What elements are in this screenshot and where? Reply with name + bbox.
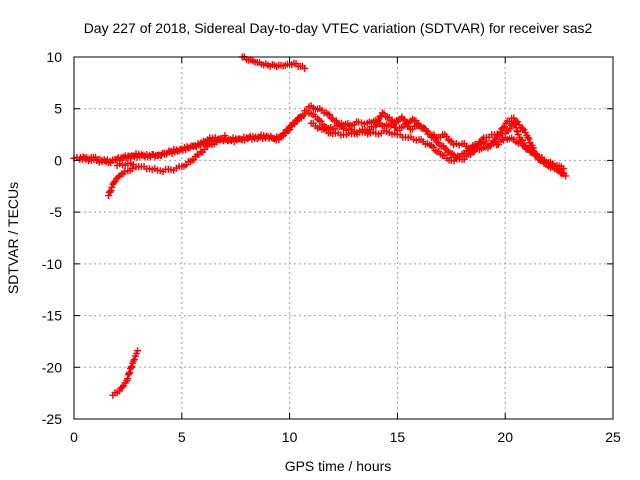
data-point [562, 172, 570, 180]
data-point [433, 138, 441, 146]
data-point [529, 144, 537, 152]
x-tick-label: 10 [282, 429, 298, 445]
plot-frame [73, 56, 614, 420]
data-point [477, 139, 485, 147]
data-point [514, 118, 522, 126]
y-tick-label: 5 [54, 101, 62, 117]
data-point [507, 121, 515, 129]
data-point [126, 368, 134, 376]
chart-title: Day 227 of 2018, Sidereal Day-to-day VTE… [84, 20, 593, 36]
y-tick-label: -10 [42, 256, 62, 272]
data-point [518, 124, 526, 132]
data-point [492, 135, 500, 143]
grid [73, 56, 614, 420]
data-point [324, 110, 332, 118]
data-point [124, 375, 132, 383]
data-point [107, 187, 115, 195]
data-point [134, 347, 142, 355]
series-s7 [301, 107, 567, 173]
data-point [284, 126, 292, 134]
data-point [388, 117, 396, 125]
data-point [532, 150, 540, 158]
data-point [118, 383, 126, 391]
data-point [221, 132, 229, 140]
data-layer [70, 53, 570, 399]
data-point [286, 125, 294, 133]
data-point [499, 124, 507, 132]
x-tick-label: 20 [497, 429, 513, 445]
y-axis-label: SDTVAR / TECUs [5, 182, 21, 294]
data-point [469, 148, 477, 156]
data-point [110, 179, 118, 187]
y-tick-label: -20 [42, 359, 62, 375]
series-s9 [307, 117, 570, 180]
series-s4 [104, 165, 136, 200]
y-tick-label: -25 [42, 411, 62, 427]
data-point [301, 64, 309, 72]
data-point [472, 144, 480, 152]
x-tick-label: 5 [178, 429, 186, 445]
data-point [399, 115, 407, 123]
data-point [525, 135, 533, 143]
data-point [446, 137, 454, 145]
data-point [500, 123, 508, 131]
data-point [514, 131, 522, 139]
data-point [106, 188, 114, 196]
data-point [506, 125, 514, 133]
y-tick-label: -15 [42, 308, 62, 324]
data-point [125, 369, 133, 377]
series-s5 [109, 347, 142, 399]
y-tick-label: 10 [46, 49, 62, 65]
data-point [121, 168, 129, 176]
y-tick-label: -5 [50, 204, 63, 220]
data-point [128, 362, 136, 370]
data-point [490, 137, 498, 145]
x-tick-label: 25 [605, 429, 621, 445]
data-point [444, 136, 452, 144]
data-point [114, 173, 122, 181]
data-point [374, 119, 382, 127]
data-point [128, 165, 136, 173]
data-point [520, 139, 528, 147]
series-s3 [113, 132, 229, 176]
data-point [325, 111, 333, 119]
series-s6 [238, 53, 309, 72]
data-point [475, 140, 483, 148]
data-point [108, 183, 116, 191]
data-point [104, 192, 112, 200]
y-tick-label: 0 [54, 152, 62, 168]
data-point [524, 133, 532, 141]
x-axis-label: GPS time / hours [285, 458, 392, 474]
x-tick-label: 0 [70, 429, 78, 445]
data-point [127, 363, 135, 371]
axis-ticks: 0 5 10 15 20 25 -25 -20 -15 -10 -5 0 5 10 [42, 49, 621, 445]
data-point [373, 120, 381, 128]
data-point [443, 132, 451, 140]
data-point [315, 116, 323, 124]
data-point [130, 355, 138, 363]
series-s2 [76, 110, 309, 166]
x-tick-label: 15 [390, 429, 406, 445]
data-point [387, 116, 395, 124]
